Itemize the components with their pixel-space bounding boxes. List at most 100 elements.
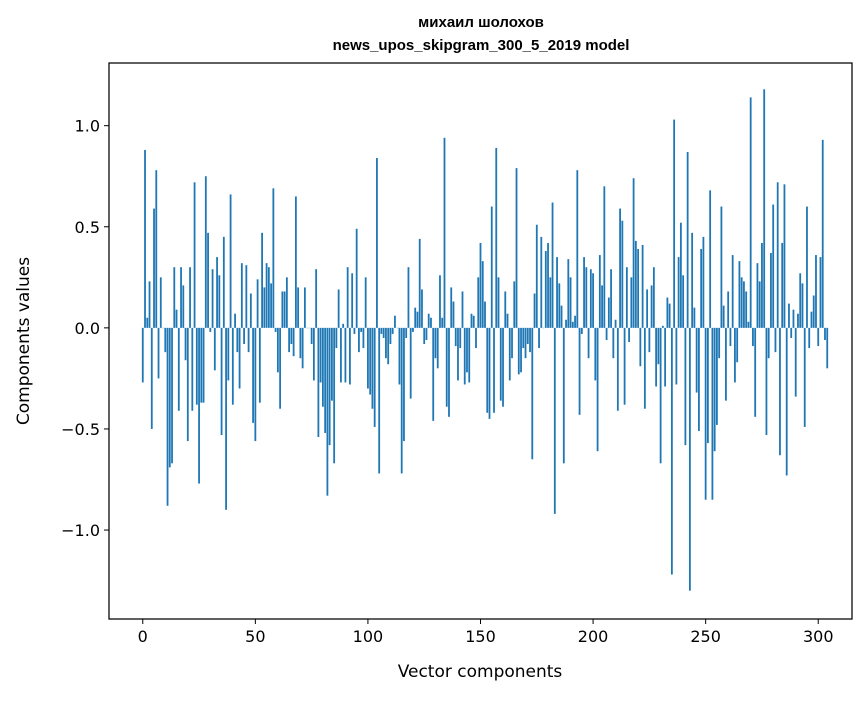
bar — [155, 170, 157, 328]
bar — [540, 237, 542, 328]
bar — [529, 328, 531, 352]
bar — [628, 328, 630, 342]
bar — [203, 328, 205, 403]
x-axis-label: Vector components — [398, 662, 563, 682]
bar — [320, 328, 322, 383]
x-tick-label: 100 — [353, 627, 384, 646]
bar — [340, 328, 342, 383]
bar — [752, 328, 754, 346]
bar — [498, 277, 500, 328]
bar — [570, 277, 572, 328]
bar — [268, 267, 270, 328]
bar — [808, 328, 810, 348]
bar — [820, 257, 822, 328]
bar — [788, 304, 790, 328]
bar — [673, 120, 675, 328]
bar — [171, 328, 173, 463]
bar — [313, 328, 315, 381]
bar — [225, 328, 227, 510]
bar — [723, 306, 725, 328]
bar — [504, 291, 506, 327]
bar — [793, 310, 795, 328]
bar — [383, 328, 385, 338]
bar — [666, 298, 668, 328]
bar — [349, 328, 351, 385]
bar — [716, 328, 718, 425]
bar — [216, 257, 218, 328]
bar — [766, 328, 768, 435]
bar — [401, 328, 403, 474]
bar — [381, 328, 383, 334]
bar — [806, 207, 808, 328]
bar — [477, 277, 479, 328]
bar — [572, 322, 574, 328]
bar — [581, 328, 583, 334]
bar — [660, 328, 662, 463]
bar — [813, 296, 815, 328]
bar — [709, 190, 711, 327]
bar — [374, 328, 376, 427]
bar — [509, 328, 511, 381]
x-tick-label: 50 — [245, 627, 265, 646]
bar — [721, 207, 723, 328]
bar — [612, 328, 614, 358]
y-tick-label: −1.0 — [61, 521, 100, 540]
bar — [734, 328, 736, 383]
bar — [651, 285, 653, 327]
bar — [725, 328, 727, 401]
bar — [426, 328, 428, 340]
bar — [603, 186, 605, 328]
bar — [579, 328, 581, 415]
chart-title: михаил шолохов — [418, 14, 544, 31]
bar — [390, 328, 392, 344]
bar — [779, 328, 781, 455]
bar — [421, 289, 423, 327]
bar — [281, 291, 283, 327]
bar — [345, 328, 347, 383]
bar — [639, 328, 641, 366]
bar — [200, 328, 202, 403]
bar — [653, 267, 655, 328]
bar — [511, 328, 513, 358]
bar — [259, 328, 261, 403]
bar — [567, 259, 569, 328]
bar — [781, 243, 783, 328]
bar — [450, 287, 452, 327]
bar — [693, 308, 695, 328]
bar — [648, 328, 650, 352]
bar — [419, 239, 421, 328]
bar — [160, 277, 162, 328]
bar — [423, 328, 425, 344]
bar — [372, 328, 374, 409]
bar — [435, 328, 437, 358]
bar — [507, 314, 509, 328]
bar — [248, 328, 250, 352]
bar — [635, 241, 637, 328]
bar — [759, 281, 761, 328]
bar — [637, 249, 639, 328]
bar — [302, 328, 304, 368]
bar — [432, 328, 434, 421]
bar — [475, 328, 477, 348]
bar — [218, 275, 220, 328]
bar — [180, 267, 182, 328]
bar — [342, 324, 344, 328]
x-tick-label: 300 — [803, 627, 834, 646]
bar — [770, 253, 772, 328]
bar — [707, 328, 709, 443]
chart-subtitle: news_upos_skipgram_300_5_2019 model — [333, 37, 630, 54]
bar — [399, 328, 401, 385]
bar — [266, 263, 268, 328]
bar — [351, 273, 353, 328]
bar — [795, 328, 797, 397]
bar — [369, 328, 371, 395]
bar — [705, 328, 707, 500]
bar — [293, 328, 295, 356]
bar — [489, 328, 491, 419]
bar — [630, 277, 632, 328]
bar — [763, 89, 765, 328]
bar — [480, 243, 482, 328]
y-tick-label: 1.0 — [75, 117, 100, 136]
bar — [644, 328, 646, 409]
